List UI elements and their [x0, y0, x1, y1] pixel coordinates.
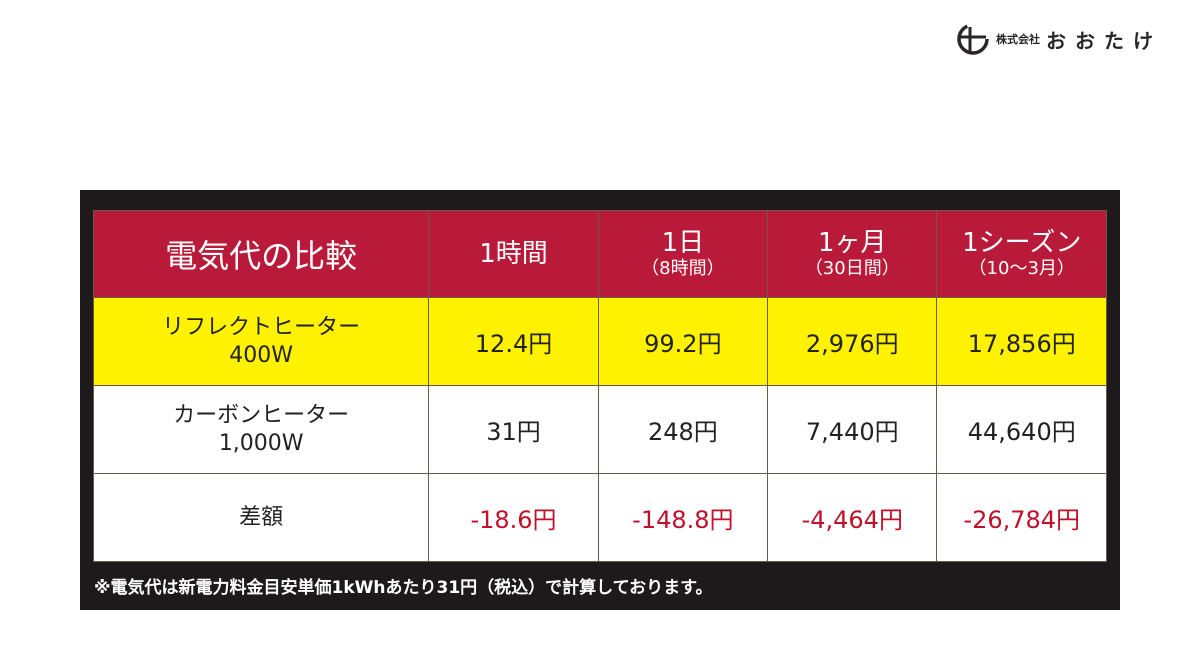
row-label-name: カーボンヒーター	[173, 402, 350, 428]
header-main: 1ヶ月	[817, 228, 887, 258]
table-cell: 248円	[597, 385, 769, 474]
table-cell: 12.4円	[428, 297, 599, 386]
header-cell: 1時間	[428, 210, 599, 298]
table-cell: 7,440円	[767, 385, 938, 474]
header-main: 1時間	[479, 239, 548, 269]
row-label-name: リフレクトヒーター	[162, 314, 361, 340]
table-row: リフレクトヒーター 400W 12.4円 99.2円 2,976円 17,856円	[92, 297, 1107, 386]
header-row: 電気代の比較 1時間 1日 （8時間） 1ヶ月 （30日間） 1シーズン （10〜3月…	[92, 210, 1107, 298]
header-sub: （8時間）	[641, 258, 725, 279]
header-cell: 電気代の比較	[92, 210, 430, 298]
header-sub: （10〜3月）	[968, 258, 1075, 279]
table-cell: 44,640円	[936, 385, 1107, 474]
row-label: 差額	[92, 473, 430, 562]
header-main: 1日	[661, 228, 705, 258]
footnote: ※電気代は新電力料金目安単価1kWhあたり31円（税込）で計算しております。	[94, 578, 713, 598]
table-row: 差額 -18.6円 -148.8円 -4,464円 -26,784円	[92, 473, 1107, 562]
header-main: 1シーズン	[962, 228, 1082, 258]
logo-corp: 株式会社	[996, 33, 1040, 46]
comparison-table: 電気代の比較 1時間 1日 （8時間） 1ヶ月 （30日間） 1シーズン （10〜3月…	[92, 210, 1107, 562]
row-label: カーボンヒーター 1,000W	[92, 385, 430, 474]
table-title: 電気代の比較	[165, 237, 358, 275]
header-cell: 1ヶ月 （30日間）	[767, 210, 938, 298]
header-sub: （30日間）	[804, 258, 900, 279]
table-cell: -26,784円	[936, 473, 1107, 562]
table-cell: 17,856円	[936, 297, 1107, 386]
row-label: リフレクトヒーター 400W	[92, 297, 430, 386]
header-cell: 1シーズン （10〜3月）	[936, 210, 1107, 298]
table-row: カーボンヒーター 1,000W 31円 248円 7,440円 44,640円	[92, 385, 1107, 474]
row-label-watt: 400W	[229, 342, 294, 368]
comparison-panel: 電気代の比較 1時間 1日 （8時間） 1ヶ月 （30日間） 1シーズン （10〜3月…	[80, 190, 1120, 610]
table-cell: -148.8円	[597, 473, 769, 562]
table-cell: 2,976円	[767, 297, 938, 386]
table-cell: -18.6円	[428, 473, 599, 562]
header-cell: 1日 （8時間）	[597, 210, 769, 298]
table-cell: 31円	[428, 385, 599, 474]
logo-mark-icon	[957, 23, 989, 55]
row-label-name: 差額	[239, 504, 284, 530]
table-cell: -4,464円	[767, 473, 938, 562]
logo-name: おおたけ	[1046, 28, 1162, 53]
table-cell: 99.2円	[597, 297, 769, 386]
company-logo: 株式会社 おおたけ	[956, 22, 1162, 56]
row-label-watt: 1,000W	[218, 430, 304, 456]
